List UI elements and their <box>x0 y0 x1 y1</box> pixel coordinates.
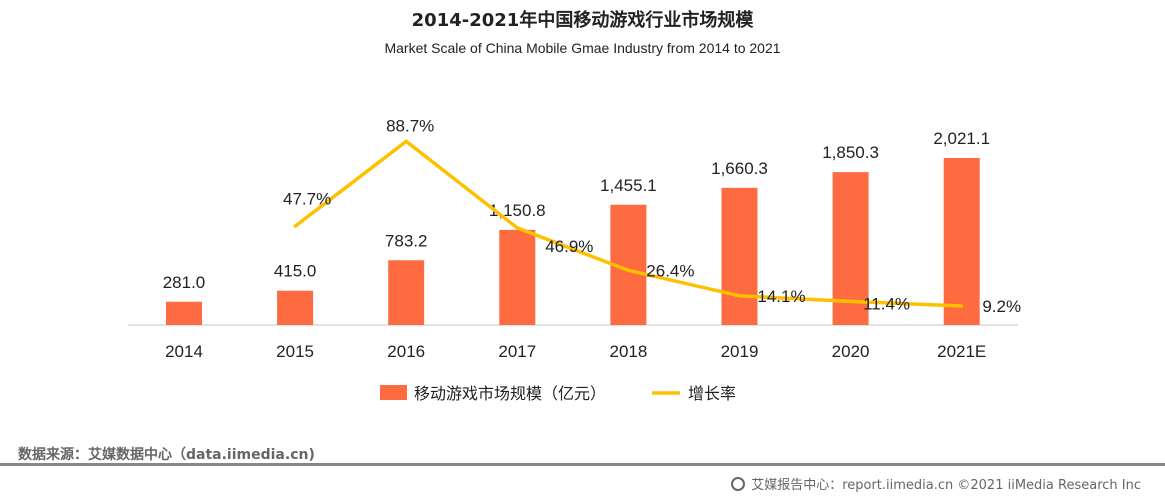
line-label-2021E: 9.2% <box>982 297 1021 316</box>
chart-svg: 281.02014415.02015783.220161,150.820171,… <box>128 116 1021 403</box>
chart-title: 2014-2021年中国移动游戏行业市场规模 <box>411 10 754 31</box>
line-point-2015 <box>293 224 297 228</box>
x-tick-2020: 2020 <box>832 342 870 361</box>
legend-bar-label: 移动游戏市场规模（亿元） <box>414 384 606 403</box>
x-tick-2015: 2015 <box>276 342 314 361</box>
footer: 艾媒报告中心：report.iimedia.cn ©2021 iiMedia R… <box>731 474 1141 493</box>
bar-label-2015: 415.0 <box>274 262 317 281</box>
bar-label-2021E: 2,021.1 <box>933 129 990 148</box>
line-label-2015: 47.7% <box>283 189 331 208</box>
source-note: 数据来源：艾媒数据中心（data.iimedia.cn) <box>18 447 315 463</box>
line-label-2017: 46.9% <box>545 237 593 256</box>
line-label-2016: 88.7% <box>386 116 434 135</box>
iimedia-logo-icon <box>731 476 746 491</box>
x-tick-2016: 2016 <box>387 342 425 361</box>
legend-bar-swatch <box>380 385 407 400</box>
bar-2019 <box>721 187 758 325</box>
x-tick-2021E: 2021E <box>937 342 986 361</box>
line-point-2020 <box>849 299 853 303</box>
bar-label-2014: 281.0 <box>163 273 206 292</box>
line-point-2017 <box>515 226 519 230</box>
line-label-2020: 11.4% <box>863 294 910 313</box>
line-point-2018 <box>626 268 630 272</box>
bar-label-2016: 783.2 <box>385 231 428 250</box>
bar-label-2018: 1,455.1 <box>600 176 657 195</box>
chart-subtitle: Market Scale of China Mobile Gmae Indust… <box>384 40 781 56</box>
line-point-2016 <box>404 139 408 143</box>
x-tick-2019: 2019 <box>721 342 759 361</box>
line-label-2018: 26.4% <box>646 261 694 280</box>
x-tick-2018: 2018 <box>609 342 647 361</box>
bar-2021E <box>943 158 980 325</box>
line-point-2021E <box>960 304 964 308</box>
bar-2015 <box>277 290 314 325</box>
footer-divider <box>0 463 1165 466</box>
line-point-2019 <box>738 294 741 298</box>
x-tick-2017: 2017 <box>498 342 536 361</box>
line-label-2019: 14.1% <box>757 287 805 306</box>
bar-2014 <box>166 301 202 325</box>
bar-2017 <box>499 229 536 325</box>
x-tick-2014: 2014 <box>165 342 203 361</box>
legend-line-label: 增长率 <box>688 384 736 403</box>
bar-2016 <box>388 260 425 325</box>
bar-label-2020: 1,850.3 <box>822 143 879 162</box>
footer-text: 艾媒报告中心：report.iimedia.cn ©2021 iiMedia R… <box>751 478 1141 493</box>
bar-label-2019: 1,660.3 <box>711 159 768 178</box>
